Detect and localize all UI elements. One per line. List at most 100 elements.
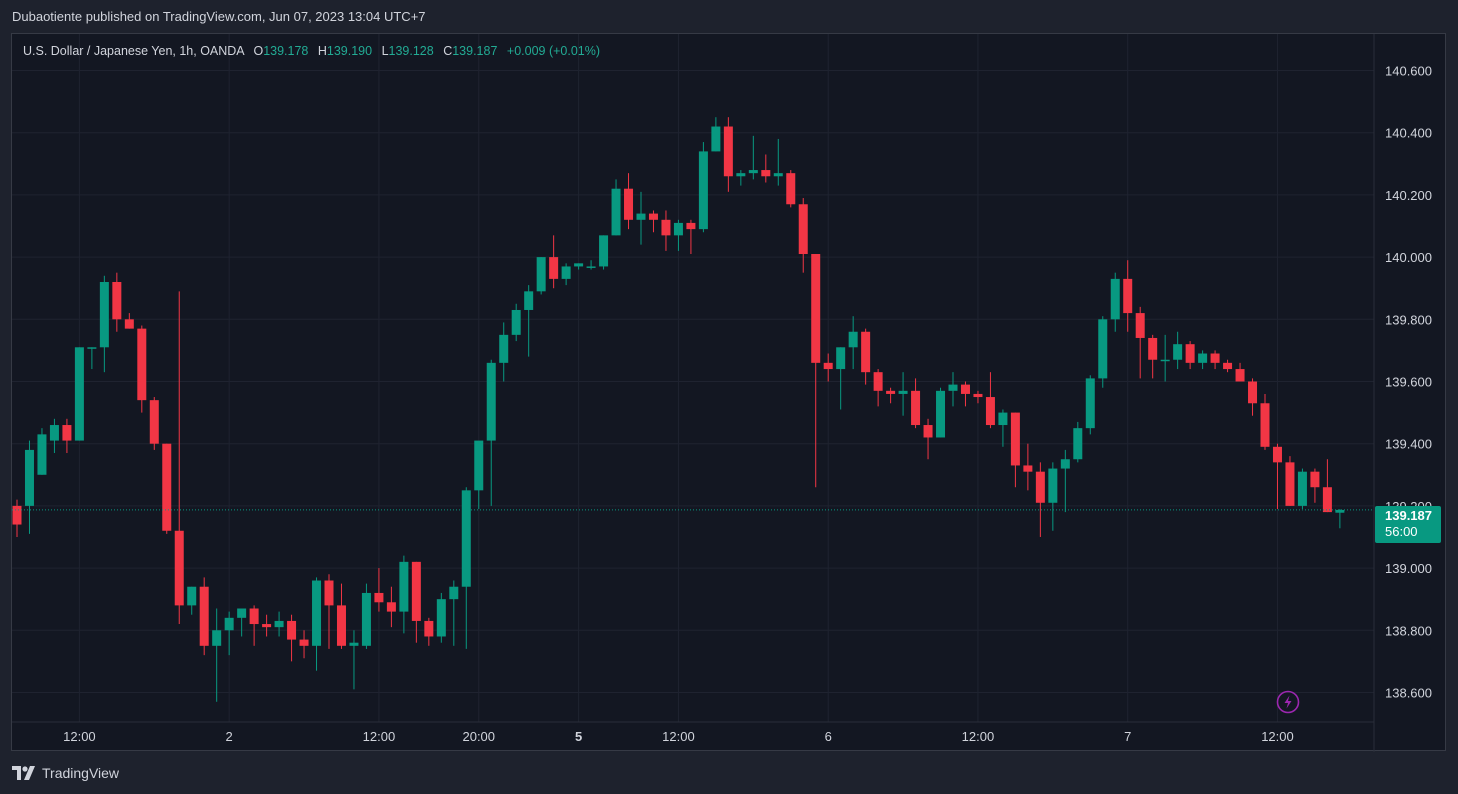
candle[interactable] [74, 347, 84, 441]
candle[interactable] [1223, 359, 1233, 373]
candle[interactable] [1322, 459, 1332, 513]
candle[interactable] [1248, 378, 1258, 416]
candle[interactable] [212, 608, 222, 702]
candle[interactable] [349, 630, 359, 690]
candle[interactable] [37, 428, 47, 475]
lightning-icon[interactable] [1276, 690, 1300, 714]
candle[interactable] [1310, 468, 1320, 503]
candle[interactable] [1185, 341, 1195, 370]
candle[interactable] [898, 372, 908, 416]
candle[interactable] [399, 555, 409, 634]
candle[interactable] [673, 219, 683, 251]
candle[interactable] [24, 440, 34, 534]
candle[interactable] [873, 369, 883, 407]
candle[interactable] [1135, 306, 1145, 379]
candle[interactable] [162, 443, 172, 534]
candle[interactable] [411, 561, 421, 643]
candle[interactable] [574, 263, 584, 270]
candle[interactable] [1285, 456, 1295, 506]
candle[interactable] [49, 418, 59, 454]
candle[interactable] [224, 611, 234, 656]
candle[interactable] [786, 170, 796, 208]
candle[interactable] [648, 210, 658, 233]
candle[interactable] [611, 179, 621, 236]
candle[interactable] [998, 409, 1008, 447]
candle[interactable] [736, 170, 746, 186]
candle[interactable] [1260, 393, 1270, 450]
candle[interactable] [1098, 316, 1108, 388]
candle[interactable] [1198, 350, 1208, 370]
candle[interactable] [1272, 443, 1282, 509]
candle[interactable] [374, 568, 384, 612]
candle[interactable] [287, 614, 297, 662]
candle[interactable] [561, 263, 571, 286]
candle[interactable] [524, 285, 534, 357]
candle[interactable] [661, 210, 671, 251]
candle[interactable] [249, 605, 259, 646]
candle[interactable] [624, 173, 634, 230]
candle[interactable] [748, 135, 758, 180]
candle[interactable] [911, 378, 921, 429]
candle[interactable] [923, 418, 933, 460]
candle[interactable] [711, 117, 721, 152]
candle[interactable] [1110, 272, 1120, 332]
candle[interactable] [973, 390, 983, 404]
candle[interactable] [112, 272, 122, 332]
candle[interactable] [1060, 449, 1070, 513]
candle[interactable] [686, 219, 696, 255]
candle[interactable] [1335, 508, 1345, 529]
candle[interactable] [761, 154, 771, 183]
candle[interactable] [137, 325, 147, 413]
candle[interactable] [1173, 331, 1183, 370]
candle[interactable] [1073, 421, 1083, 463]
candle[interactable] [1035, 462, 1045, 537]
candle[interactable] [1210, 350, 1220, 370]
candle[interactable] [424, 617, 434, 646]
candle[interactable] [1085, 375, 1095, 435]
candle[interactable] [361, 583, 371, 649]
candle[interactable] [773, 138, 783, 186]
candle[interactable] [486, 359, 496, 506]
candle[interactable] [886, 387, 896, 404]
candle[interactable] [237, 608, 247, 637]
candle[interactable] [461, 487, 471, 649]
candle[interactable] [936, 387, 946, 438]
candle[interactable] [1235, 362, 1245, 382]
candle[interactable] [324, 574, 334, 649]
candle[interactable] [99, 275, 109, 373]
candle[interactable] [499, 322, 509, 382]
candle[interactable] [1148, 334, 1158, 379]
candle[interactable] [1048, 462, 1058, 531]
candle[interactable] [474, 440, 484, 509]
candle[interactable] [511, 303, 521, 342]
candle[interactable] [960, 381, 970, 407]
candle[interactable] [124, 313, 134, 329]
candle[interactable] [174, 291, 184, 625]
candle[interactable] [386, 586, 396, 628]
candle[interactable] [798, 198, 808, 273]
candle[interactable] [536, 257, 546, 295]
candle[interactable] [861, 328, 871, 385]
candle[interactable] [149, 397, 159, 450]
candle[interactable] [87, 347, 97, 370]
candle[interactable] [449, 580, 459, 646]
candle[interactable] [599, 235, 609, 270]
candle[interactable] [436, 592, 446, 643]
candle[interactable] [336, 583, 346, 649]
candle[interactable] [985, 372, 995, 429]
candle[interactable] [549, 235, 559, 289]
candle[interactable] [262, 614, 272, 637]
candle[interactable] [1010, 412, 1020, 488]
candle[interactable] [274, 611, 284, 637]
candle[interactable] [836, 347, 846, 410]
candle[interactable] [823, 353, 833, 382]
candle[interactable] [811, 254, 821, 488]
candle[interactable] [1123, 260, 1133, 332]
candle[interactable] [12, 499, 22, 537]
candle[interactable] [636, 191, 646, 245]
candle[interactable] [312, 577, 322, 671]
candle[interactable] [1023, 443, 1033, 491]
candle[interactable] [698, 142, 708, 233]
candle[interactable] [586, 260, 596, 270]
candle[interactable] [62, 418, 72, 454]
